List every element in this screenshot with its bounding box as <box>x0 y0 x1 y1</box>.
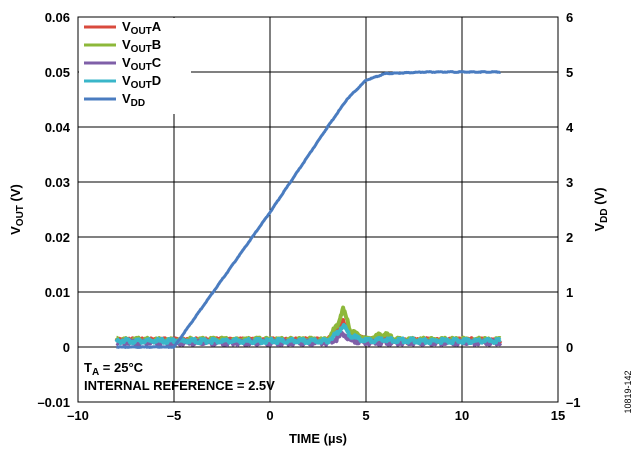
temperature-rest: = 25°C <box>99 360 143 375</box>
x-axis-label: TIME (µs) <box>289 431 347 446</box>
y-right-tick-label: 5 <box>566 65 573 80</box>
x-tick-labels: –10 –5 0 5 10 15 <box>67 408 565 423</box>
y-left-label-unit: (V) <box>8 184 23 205</box>
x-tick-label: 0 <box>266 408 273 423</box>
y-right-tick-label: 6 <box>566 10 573 25</box>
reference-annotation: INTERNAL REFERENCE = 2.5V <box>84 378 275 393</box>
y-left-tick-label: 0.03 <box>45 175 70 190</box>
y-left-tick-label: 0.01 <box>45 285 70 300</box>
figure-id: 10819-142 <box>623 370 633 413</box>
y-right-tick-labels: –1 0 1 2 3 4 5 6 <box>566 10 580 410</box>
y-right-tick-label: –1 <box>566 395 580 410</box>
legend-label: VOUTD <box>122 73 161 91</box>
y-right-tick-label: 0 <box>566 340 573 355</box>
y-left-tick-label: –0.01 <box>37 395 70 410</box>
x-tick-label: 10 <box>455 408 469 423</box>
legend-label: VOUTC <box>122 55 162 73</box>
temperature-sub: A <box>92 367 99 378</box>
y-right-tick-label: 1 <box>566 285 573 300</box>
temperature-annotation: TA = 25°C <box>84 360 144 378</box>
y-left-tick-label: 0.04 <box>45 120 71 135</box>
y-right-tick-label: 3 <box>566 175 573 190</box>
x-tick-label: –5 <box>167 408 181 423</box>
plot-frame <box>77 16 559 403</box>
series-layer <box>114 70 503 349</box>
series-line <box>115 70 502 349</box>
legend-label: VOUTA <box>122 19 162 37</box>
y-right-label-unit: (V) <box>592 187 607 208</box>
y-left-tick-label: 0 <box>63 340 70 355</box>
y-left-tick-label: 0.02 <box>45 230 70 245</box>
x-tick-label: 5 <box>362 408 369 423</box>
y-right-label-sub: DD <box>599 208 610 222</box>
x-tick-label: –10 <box>67 408 89 423</box>
legend-label: VOUTB <box>122 37 161 55</box>
y-left-label-sub: OUT <box>15 205 26 226</box>
y-left-axis-label: VOUT (V) <box>8 184 26 235</box>
temperature-main: T <box>84 360 92 375</box>
y-right-label-main: V <box>592 223 607 232</box>
x-tick-label: 15 <box>551 408 565 423</box>
y-left-label-main: V <box>8 226 23 235</box>
y-right-axis-label: VDD (V) <box>592 187 610 231</box>
legend-label: VDD <box>122 91 145 109</box>
y-left-tick-labels: –0.01 0 0.01 0.02 0.03 0.04 0.05 0.06 <box>37 10 70 410</box>
y-right-tick-label: 2 <box>566 230 573 245</box>
y-right-tick-label: 4 <box>566 120 574 135</box>
y-left-tick-label: 0.05 <box>45 65 70 80</box>
y-left-tick-label: 0.06 <box>45 10 70 25</box>
